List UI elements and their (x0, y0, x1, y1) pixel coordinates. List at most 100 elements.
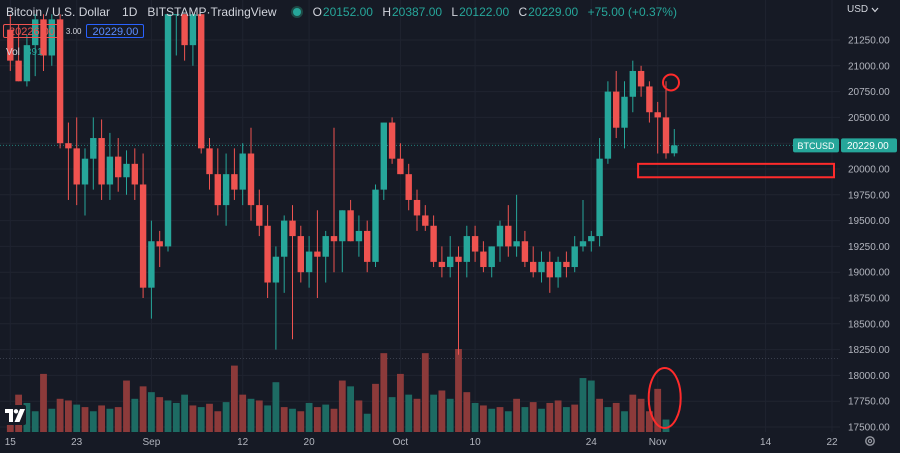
price-axis: 21250.0021000.0020750.0020500.0020250.00… (840, 0, 900, 453)
volume-bar (272, 382, 280, 432)
volume-bar (471, 402, 479, 432)
volume-bar (56, 398, 64, 432)
volume-label: Vol (6, 47, 20, 58)
chevron-down-icon (871, 7, 879, 12)
volume-bar (513, 398, 520, 432)
volume-bar (172, 402, 180, 432)
volume-bar (197, 407, 205, 432)
timeframe-label[interactable]: 1D (122, 5, 138, 19)
low-label: L (451, 5, 459, 19)
candle-body (646, 86, 653, 113)
candle-body (521, 241, 529, 262)
candle-body (413, 199, 421, 216)
volume-bar (538, 408, 545, 432)
volume-bar (231, 365, 238, 432)
candle-body (339, 210, 346, 242)
volume-bar (338, 380, 346, 432)
volume-bar (571, 404, 579, 432)
candle-body (65, 143, 72, 149)
volume-bar (89, 411, 97, 432)
candle-body (613, 91, 620, 128)
volume-bar (214, 411, 222, 432)
price-tick-label: 20000.00 (848, 165, 890, 176)
candle-body (571, 246, 578, 268)
volume-bar (521, 407, 529, 432)
candle-body (305, 251, 313, 273)
volume-bar (206, 403, 213, 432)
quote-row: 20226.00 3.00 20229.00 (3, 24, 145, 38)
high-label: H (382, 5, 391, 19)
candle-body (579, 241, 587, 247)
volume-bar (438, 390, 446, 432)
volume-bar (73, 404, 81, 432)
volume-bar (646, 411, 653, 432)
volume-bar (330, 408, 338, 432)
volume-value: 391 (25, 47, 43, 58)
volume-legend: Vol 391 (6, 47, 43, 58)
candle-body (554, 261, 562, 278)
candles (7, 14, 678, 355)
candle-body (181, 14, 188, 46)
change-value: +75.00 (+0.37%) (587, 5, 677, 19)
volume-bar (372, 383, 379, 432)
symbol-tag-bg (793, 138, 839, 153)
annotation-circle (662, 73, 680, 92)
symbol-tag-label: BTCUSD (797, 141, 835, 151)
candle-body (447, 256, 454, 268)
candle-body (380, 122, 387, 190)
candle-body (289, 220, 296, 237)
candle-body (563, 261, 570, 268)
candle-body (131, 163, 138, 185)
price-tick-label: 20750.00 (848, 87, 890, 98)
candle-body (654, 112, 661, 118)
candle-body (239, 153, 246, 190)
candle-body (281, 220, 288, 257)
volume-bar (662, 419, 670, 432)
volume-bar (280, 407, 288, 432)
ohlc-readout: O20152.00 H20387.00 L20122.00 C20229.00 … (313, 5, 683, 19)
candle-body (422, 215, 429, 226)
price-tick-label: 18250.00 (848, 345, 890, 356)
price-tick-label: 19750.00 (848, 190, 890, 201)
time-tick-label: Sep (143, 437, 161, 448)
symbol-title[interactable]: Bitcoin / U.S. Dollar (6, 5, 111, 19)
candle-body (148, 241, 155, 288)
volume-bar (596, 398, 603, 432)
volume-bar (289, 408, 296, 432)
candle-body (23, 45, 31, 82)
volume-bar (413, 398, 421, 432)
volume-bar (446, 398, 454, 432)
candle-body (405, 174, 412, 200)
time-tick-label: 22 (826, 437, 838, 448)
volume-bar (546, 402, 554, 432)
candle-body (604, 91, 612, 159)
candle-body (505, 225, 512, 247)
volume-bar (496, 407, 504, 432)
time-tick-label: 15 (5, 437, 17, 448)
candle-body (588, 236, 595, 242)
eye-icon[interactable] (292, 8, 301, 16)
price-tag-value: 20229.00 (847, 141, 889, 152)
candle-body (206, 148, 213, 175)
volume-bar (397, 373, 404, 432)
buy-price-button[interactable]: 20229.00 (86, 24, 145, 38)
candle-body (480, 251, 487, 268)
candle-body (322, 236, 329, 257)
time-tick-label: Nov (649, 437, 667, 448)
sell-price-button[interactable]: 20226.00 (3, 24, 61, 38)
gear-icon[interactable] (863, 434, 877, 448)
candle-body (637, 70, 645, 87)
candle-body (372, 189, 379, 262)
tradingview-logo-icon[interactable] (4, 405, 26, 425)
candle-body (222, 174, 230, 206)
currency-selector[interactable]: USD (847, 4, 879, 15)
source-label: TradingView (210, 5, 277, 19)
volume-bar (430, 394, 437, 432)
volume-bar (48, 408, 56, 432)
spread-value: 3.00 (65, 26, 82, 36)
price-tick-label: 21000.00 (848, 61, 890, 72)
volume-bar (480, 405, 487, 432)
volume-bar (31, 411, 39, 432)
candle-body (173, 14, 180, 16)
